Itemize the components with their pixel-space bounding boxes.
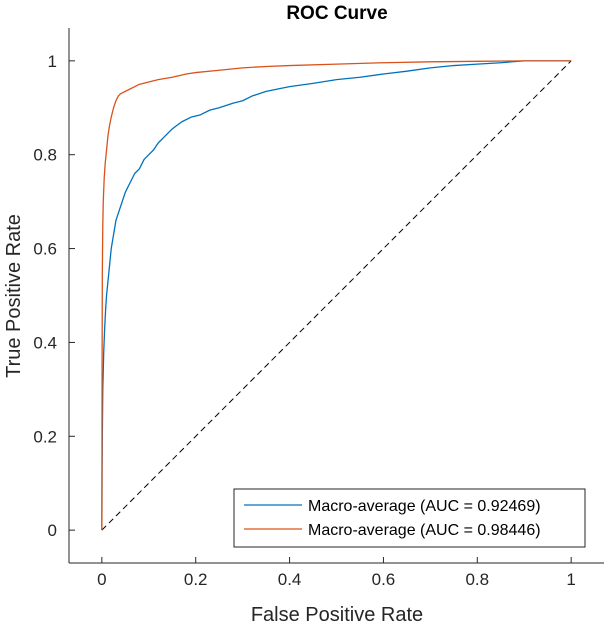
x-tick-label: 1 <box>566 570 575 589</box>
chart-title: ROC Curve <box>286 3 387 24</box>
y-tick-label: 0.2 <box>33 427 57 446</box>
x-tick-label: 0.6 <box>372 570 396 589</box>
y-axis-title: True Positive Rate <box>3 214 25 378</box>
legend-label-2: Macro-average (AUC = 0.98446) <box>308 522 541 539</box>
reference-diagonal-line <box>101 60 572 531</box>
legend-box <box>233 488 586 548</box>
legend: Macro-average (AUC = 0.92469) Macro-avera… <box>233 488 586 548</box>
x-tick-label: 0.2 <box>184 570 208 589</box>
x-tick-label: 0.4 <box>278 570 302 589</box>
axes-group: 0 0.2 0.4 0.6 0.8 1 0 0.2 0.4 0.6 0.8 1 <box>33 28 604 589</box>
x-tick-label: 0 <box>97 570 106 589</box>
x-axis-title: False Positive Rate <box>251 604 423 626</box>
y-tick-label: 1 <box>48 52 57 71</box>
x-tick-label: 0.8 <box>465 570 489 589</box>
series-line-2 <box>101 60 572 531</box>
y-tick-label: 0.4 <box>33 333 57 352</box>
y-tick-label: 0.6 <box>33 240 57 259</box>
y-tick-label: 0.8 <box>33 146 57 165</box>
legend-label-1: Macro-average (AUC = 0.92469) <box>308 498 541 515</box>
y-tick-label: 0 <box>48 521 57 540</box>
series-line-1 <box>101 60 572 531</box>
